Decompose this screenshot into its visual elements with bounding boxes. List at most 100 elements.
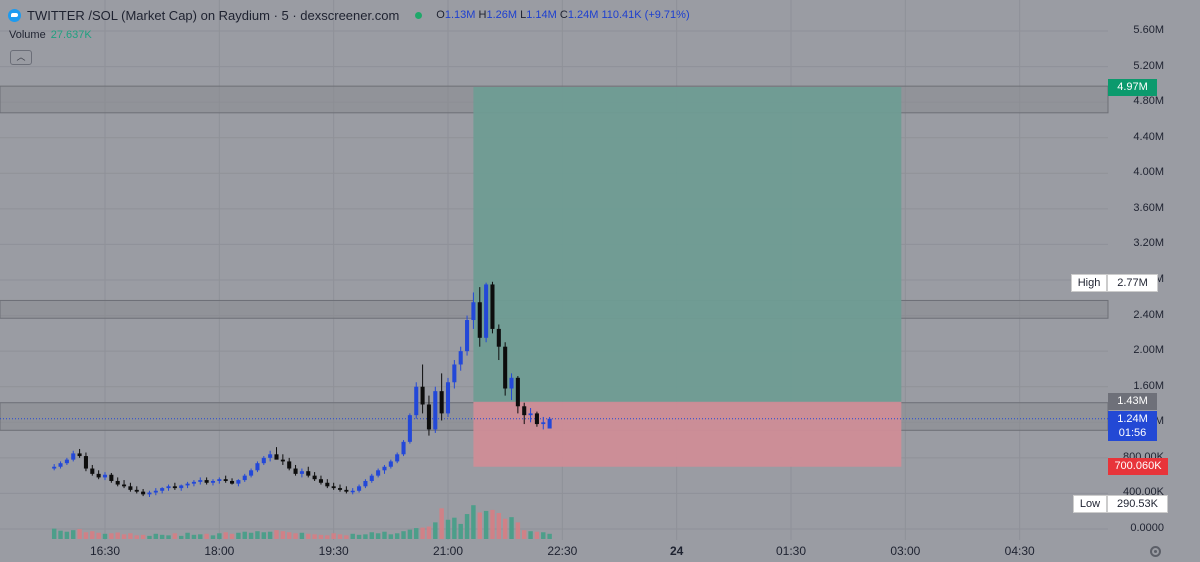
volume-bar (490, 509, 495, 539)
candle-body (115, 480, 120, 485)
candle-body (64, 459, 69, 464)
candle-body (528, 413, 533, 416)
volume-bar (128, 533, 133, 539)
volume-bar (483, 510, 489, 539)
candle-body (293, 468, 298, 474)
target-price-tag: 4.97M (1108, 78, 1157, 96)
volume-bar (172, 533, 178, 539)
candle-body (198, 480, 203, 482)
volume-bar (534, 531, 540, 539)
volume-bar (464, 514, 470, 539)
candle-body (58, 463, 63, 467)
volume-bar (407, 529, 413, 539)
volume-bar (541, 532, 546, 539)
volume-bar (426, 526, 432, 539)
price-axis-label: 4.40M (1133, 130, 1164, 143)
candle-body (344, 489, 349, 492)
volume-bar (248, 532, 254, 539)
candle-body (122, 484, 127, 487)
volume-bar (71, 530, 76, 539)
volume-bar (388, 534, 394, 539)
volume-bar (477, 512, 482, 539)
candle-body (204, 480, 209, 483)
volume-bar (261, 532, 267, 539)
volume-bar (267, 531, 273, 539)
candle-body (363, 480, 368, 487)
candle-body (109, 474, 114, 481)
candle-body (541, 422, 546, 425)
high-value-tag: 2.77M (1107, 274, 1158, 293)
volume-bar (375, 533, 381, 539)
candle-body (280, 459, 285, 462)
volume-bar (274, 530, 279, 539)
volume-bar (433, 522, 438, 539)
candle-body (179, 485, 184, 489)
candle-body (299, 471, 304, 474)
candle-body (306, 471, 311, 476)
change-value: 110.41K (+9.71%) (601, 9, 690, 21)
volume-bar (515, 522, 521, 539)
volume-bar (236, 532, 241, 539)
candle-body (503, 346, 508, 389)
candle-body (350, 490, 355, 493)
candle-body (287, 461, 292, 469)
candle-body (388, 461, 393, 467)
bar-countdown: 01:56 (1118, 426, 1147, 439)
volume-bar (159, 534, 165, 539)
candle-body (534, 413, 539, 425)
current-price-value: 1.24M (1117, 412, 1148, 425)
candle-body (325, 482, 330, 487)
candle-body (52, 466, 57, 469)
entry-price-tag: 1.43M (1108, 393, 1157, 411)
long-position-stop-zone (473, 401, 902, 467)
volume-bar (299, 532, 305, 539)
candle-body (268, 454, 273, 458)
low-value: 1.14M (526, 9, 557, 21)
candle-body (210, 480, 216, 483)
low-label-tag: Low (1073, 494, 1107, 513)
volume-bar (134, 535, 139, 539)
volume-bar (356, 534, 362, 539)
candle-body (255, 463, 260, 471)
volume-bar (102, 533, 108, 539)
twitter-bird-icon (8, 8, 21, 22)
candle-body (337, 488, 343, 490)
candle-body (547, 418, 552, 429)
price-axis-label: 3.20M (1133, 237, 1164, 250)
volume-bar (452, 517, 457, 539)
candle-body (249, 470, 254, 476)
candle-body (515, 377, 520, 407)
volume-label: Volume (9, 29, 46, 41)
candle-body (484, 284, 489, 338)
current-price-tag: 1.24M 01:56 (1108, 410, 1157, 441)
volume-legend: Volume 27.637K (9, 29, 92, 41)
volume-bar (58, 530, 63, 539)
volume-bar (185, 532, 190, 539)
high-value: 1.26M (486, 9, 518, 21)
time-axis-label: 03:00 (890, 544, 921, 558)
candle-body (465, 320, 470, 352)
candle-body (166, 486, 171, 489)
time-axis-label: 18:00 (204, 544, 235, 558)
candle-body (369, 475, 374, 481)
volume-bar (439, 508, 444, 539)
collapse-legend-button[interactable]: ︿ (10, 50, 32, 65)
candle-body (452, 364, 457, 383)
time-axis-label: 24 (669, 544, 684, 558)
volume-bar (286, 532, 292, 539)
candle-body (522, 406, 527, 416)
settings-gear-icon[interactable] (1150, 546, 1161, 557)
volume-bar (210, 535, 216, 539)
candle-body (439, 391, 444, 414)
time-axis-label: 21:00 (432, 544, 464, 558)
volume-bar (204, 533, 209, 539)
candle-body (395, 454, 400, 462)
volume-bar (147, 535, 152, 539)
volume-bar (229, 533, 235, 539)
volume-bar (90, 531, 95, 539)
volume-bar (521, 530, 527, 539)
symbol-title[interactable]: TWITTER /SOL (Market Cap) on Raydium · 5… (27, 7, 400, 23)
volume-bar (414, 528, 419, 539)
volume-bar (344, 535, 349, 539)
